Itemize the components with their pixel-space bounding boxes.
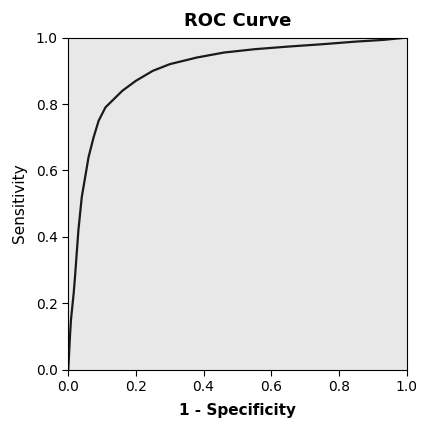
Y-axis label: Sensitivity: Sensitivity [12,164,28,243]
Title: ROC Curve: ROC Curve [184,12,291,31]
X-axis label: 1 - Specificity: 1 - Specificity [179,402,296,418]
